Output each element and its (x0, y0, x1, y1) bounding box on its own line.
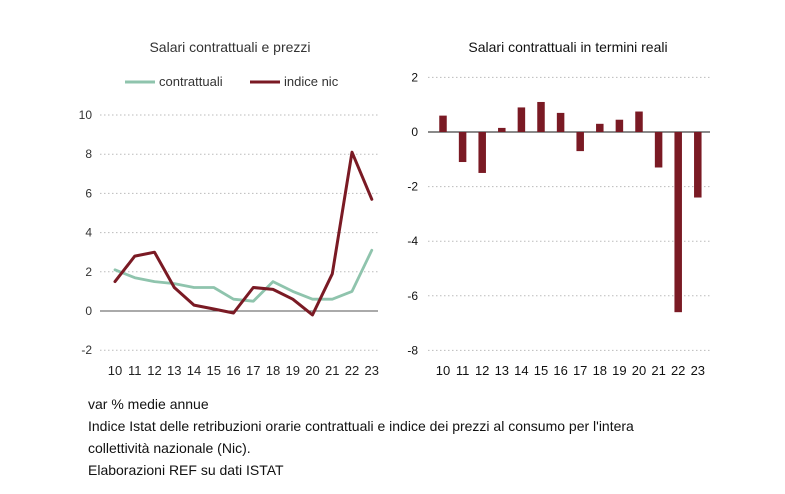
line-chart-x-tick-label: 12 (147, 363, 161, 378)
bar-chart-y-ticks: 2 0 -2 -4 -6 -8 (407, 70, 418, 357)
bar-chart-x-tick-label: 12 (475, 363, 489, 378)
line-chart-series (113, 150, 374, 317)
bar-chart-x-tick-label: 17 (573, 363, 587, 378)
line-chart-legend: contrattuali indice nic (125, 74, 339, 89)
bar-22 (674, 132, 682, 313)
bar-chart-x-tick-label: 13 (495, 363, 509, 378)
line-chart-x-tick-label: 11 (128, 363, 142, 378)
bar-chart-x-tick-label: 19 (612, 363, 626, 378)
legend-label-indice-nic: indice nic (284, 74, 339, 89)
bar-chart-y-tick-label: -6 (407, 289, 418, 303)
bar-chart-y-tick-label: -8 (407, 343, 418, 357)
bar-chart-x-tick-label: 14 (514, 363, 528, 378)
bar-12 (478, 132, 486, 173)
bar-chart-gridlines (428, 76, 710, 351)
bar-18 (596, 123, 604, 132)
line-chart-x-tick-label: 21 (325, 363, 339, 378)
line-chart-x-tick-label: 19 (286, 363, 300, 378)
bar-chart-x-tick-label: 15 (534, 363, 548, 378)
bar-14 (517, 107, 526, 132)
bar-11 (458, 132, 467, 163)
bar-chart-y-tick-label: -2 (407, 180, 418, 194)
bar-23 (694, 132, 702, 198)
bar-21 (654, 132, 663, 168)
bar-chart-x-tick-label: 22 (671, 363, 685, 378)
line-chart-x-tick-label: 18 (266, 363, 280, 378)
line-chart-x-tick-label: 17 (246, 363, 260, 378)
bar-chart-bars (439, 101, 702, 313)
bar-19 (615, 119, 624, 132)
bar-chart-x-tick-label: 21 (651, 363, 665, 378)
bar-chart-title: Salari contrattuali in termini reali (468, 39, 667, 55)
line-chart-x-ticks: 10 11 12 13 14 15 16 17 18 19 20 21 22 23 (108, 363, 379, 378)
line-chart-x-tick-label: 20 (305, 363, 319, 378)
bar-chart-y-tick-label: 0 (411, 125, 418, 139)
line-chart-gridlines (100, 114, 378, 351)
bar-13 (498, 127, 506, 132)
bar-chart-x-tick-label: 18 (593, 363, 607, 378)
bar-chart-x-tick-label: 16 (553, 363, 567, 378)
bar-chart: Salari contrattuali in termini reali 20-… (407, 39, 710, 378)
line-series-indice-nic (113, 150, 374, 317)
line-chart-title: Salari contrattuali e prezzi (149, 39, 310, 55)
bar-chart-x-tick-label: 10 (436, 363, 450, 378)
bar-chart-x-tick-label: 20 (632, 363, 646, 378)
line-chart-y-tick-label: 4 (85, 226, 92, 240)
line-chart-x-tick-label: 13 (167, 363, 181, 378)
line-chart-x-tick-label: 23 (365, 363, 379, 378)
line-chart-y-tick-label: -2 (81, 343, 92, 357)
line-chart-x-tick-label: 10 (108, 363, 122, 378)
note-description-line2: collettività nazionale (Nic). (88, 440, 251, 456)
line-chart-y-tick-label: 10 (79, 108, 93, 122)
bar-chart-y-tick-label: 2 (411, 70, 418, 84)
note-description-line1: Indice Istat delle retribuzioni orarie c… (88, 418, 634, 434)
bar-17 (576, 132, 584, 152)
bar-10 (439, 115, 447, 132)
line-chart-y-tick-label: 0 (85, 304, 92, 318)
line-chart: Salari contrattuali e prezzi contrattual… (79, 39, 379, 378)
line-chart-x-tick-label: 15 (207, 363, 221, 378)
bar-chart-y-tick-label: -4 (407, 234, 418, 248)
bar-20 (635, 111, 643, 132)
bar-chart-x-ticks: 10 11 12 13 14 15 16 17 18 19 20 21 22 23 (436, 363, 705, 378)
bar-16 (556, 112, 565, 132)
line-chart-y-tick-label: 2 (85, 265, 92, 279)
legend-label-contrattuali: contrattuali (159, 74, 223, 89)
line-chart-y-tick-label: 8 (85, 147, 92, 161)
bar-chart-x-tick-label: 23 (691, 363, 705, 378)
note-units: var % medie annue (88, 396, 209, 412)
line-series-contrattuali (113, 248, 374, 303)
line-chart-x-tick-label: 14 (187, 363, 201, 378)
note-source: Elaborazioni REF su dati ISTAT (88, 462, 284, 478)
bar-chart-x-tick-label: 11 (456, 363, 470, 378)
line-chart-x-tick-label: 16 (226, 363, 240, 378)
line-chart-x-tick-label: 22 (345, 363, 359, 378)
bar-15 (537, 101, 545, 132)
line-chart-y-tick-label: 6 (85, 186, 92, 200)
line-chart-y-ticks: 10 8 6 4 2 0 -2 (79, 108, 93, 357)
